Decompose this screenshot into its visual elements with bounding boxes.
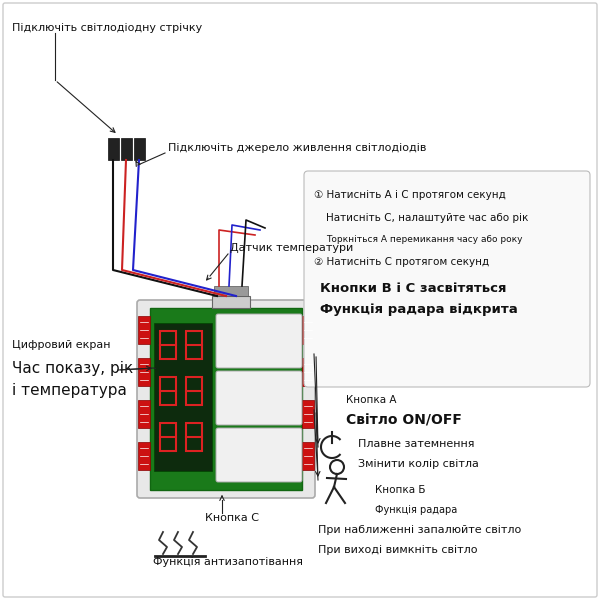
Text: Підключіть джерело живлення світлодіодів: Підключіть джерело живлення світлодіодів	[168, 143, 427, 153]
Bar	[138, 400, 150, 428]
Text: Цифровий екран: Цифровий екран	[12, 340, 110, 350]
Text: Плавне затемнення: Плавне затемнення	[358, 439, 475, 449]
Bar	[138, 442, 150, 470]
Text: Змінити колір світла: Змінити колір світла	[358, 459, 479, 469]
Text: Кнопки В і С засвітяться: Кнопки В і С засвітяться	[320, 281, 506, 295]
Text: При виході вимкніть світло: При виході вимкніть світло	[318, 545, 478, 555]
Text: Кнопка Б: Кнопка Б	[375, 485, 425, 495]
Text: Датчик температури: Датчик температури	[230, 243, 353, 253]
Text: і температура: і температура	[12, 382, 127, 398]
Text: Торкніться А перемикання часу або року: Торкніться А перемикання часу або року	[326, 235, 523, 245]
Bar	[214, 286, 248, 296]
Bar	[302, 358, 314, 386]
Text: Функція радара: Функція радара	[375, 505, 457, 515]
Text: Функція радара відкрита: Функція радара відкрита	[320, 304, 518, 317]
Bar	[150, 308, 302, 490]
Text: ② Натисніть С протягом секунд: ② Натисніть С протягом секунд	[314, 257, 489, 267]
Text: При наближенні запалюйте світло: При наближенні запалюйте світло	[318, 525, 521, 535]
Text: Кнопка А: Кнопка А	[346, 395, 397, 405]
Bar	[154, 323, 212, 471]
Text: Функція антизапотівання: Функція антизапотівання	[153, 557, 303, 567]
Bar	[302, 400, 314, 428]
Text: Підключіть світлодіодну стрічку: Підключіть світлодіодну стрічку	[12, 23, 202, 33]
FancyBboxPatch shape	[216, 314, 302, 368]
FancyBboxPatch shape	[137, 300, 315, 498]
Bar	[302, 316, 314, 344]
Bar	[121, 138, 132, 160]
FancyBboxPatch shape	[304, 171, 590, 387]
FancyBboxPatch shape	[216, 371, 302, 425]
Bar	[302, 442, 314, 470]
Bar	[138, 316, 150, 344]
Bar	[108, 138, 119, 160]
Bar	[138, 358, 150, 386]
FancyBboxPatch shape	[216, 428, 302, 482]
Text: Натисніть С, налаштуйте час або рік: Натисніть С, налаштуйте час або рік	[326, 213, 529, 223]
Bar	[134, 138, 145, 160]
Text: Світло ON/OFF: Світло ON/OFF	[346, 413, 462, 427]
Bar	[212, 296, 250, 308]
Text: Кнопка С: Кнопка С	[205, 513, 259, 523]
FancyBboxPatch shape	[3, 3, 597, 597]
Text: ① Натисніть А і С протягом секунд: ① Натисніть А і С протягом секунд	[314, 190, 506, 200]
Text: Час показу, рік: Час показу, рік	[12, 361, 133, 376]
